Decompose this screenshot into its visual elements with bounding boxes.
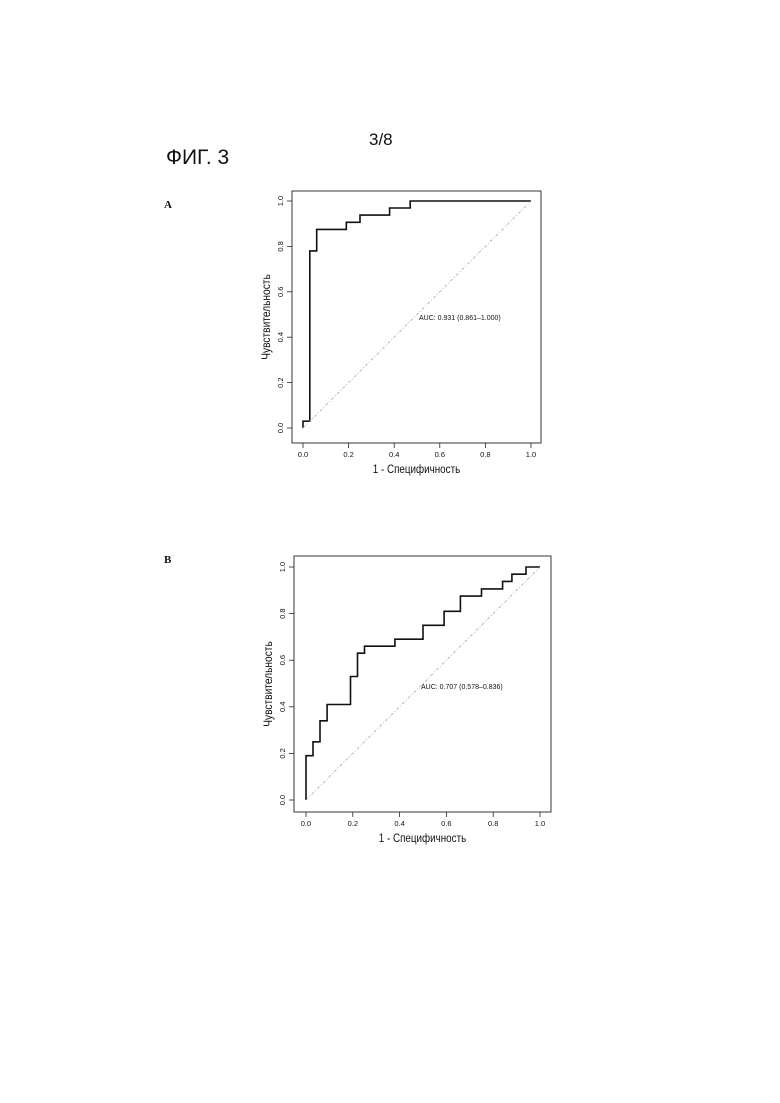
y-axis-label: Чувствительность xyxy=(262,641,275,727)
x-tick-label: 0.4 xyxy=(394,819,404,828)
x-tick-label: 0.0 xyxy=(301,819,311,828)
y-tick-label: 0.6 xyxy=(278,655,287,665)
auc-annotation: AUC: 0.707 (0.578–0.836) xyxy=(421,684,503,691)
y-tick-label: 1.0 xyxy=(278,562,287,572)
y-tick-label: 0.4 xyxy=(278,702,287,712)
y-tick-label: 0.2 xyxy=(278,748,287,758)
x-tick-label: 0.6 xyxy=(441,819,451,828)
x-axis-label: 1 - Специфичность xyxy=(379,832,467,845)
y-tick-label: 0.0 xyxy=(278,795,287,805)
y-tick-label: 0.8 xyxy=(278,608,287,618)
x-tick-label: 0.2 xyxy=(348,819,358,828)
x-tick-label: 1.0 xyxy=(535,819,545,828)
x-tick-label: 0.8 xyxy=(488,819,498,828)
